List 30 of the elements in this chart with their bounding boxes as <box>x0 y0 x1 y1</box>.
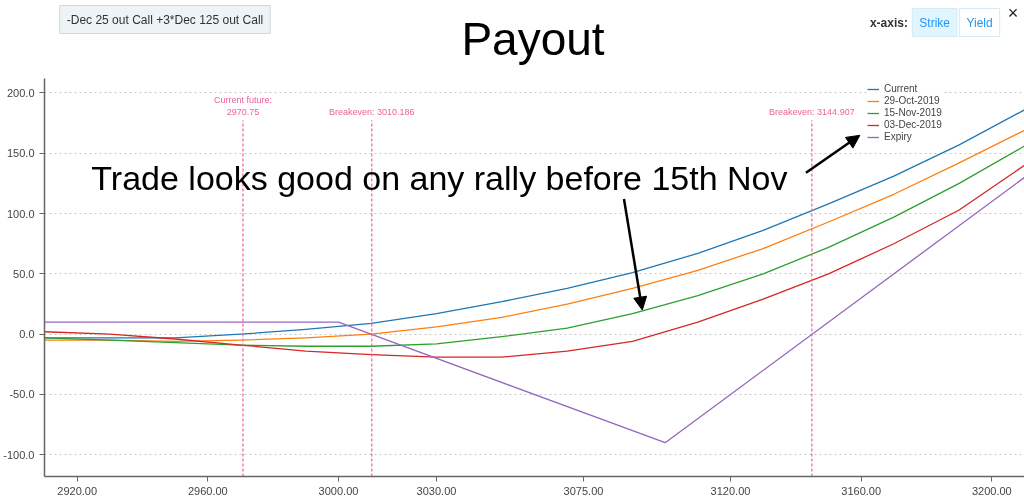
y-tick-label: 0.0 <box>19 328 35 341</box>
ref-line-label: Breakeven: 3144.907 <box>769 107 855 118</box>
y-tick-label: -100.0 <box>3 448 35 461</box>
text: Strike <box>919 15 951 30</box>
y-tick-label: 100.0 <box>6 207 35 220</box>
x-tick-label: 3200.00 <box>971 484 1012 497</box>
annotation: Trade looks good on any rally before 15th Nov <box>91 158 788 197</box>
y-tick-label: 150.0 <box>6 147 35 160</box>
ref-line-label: Breakeven: 3010.186 <box>328 107 415 118</box>
y-tick-label: -50.0 <box>9 388 35 401</box>
y-tick-label: 50.0 <box>13 267 35 280</box>
x-tick-label: 2920.00 <box>57 484 98 497</box>
legend-label: Expiry <box>884 131 912 142</box>
x-tick-label: 3075.00 <box>563 484 604 497</box>
legend-label: 15-Nov-2019 <box>884 107 942 118</box>
chart-title: Payout <box>461 12 605 65</box>
x-tick-label: 3120.00 <box>710 484 751 497</box>
y-tick-label: 200.0 <box>6 86 35 99</box>
x-tick-label: 3160.00 <box>841 484 882 497</box>
legend-label: 29-Oct-2019 <box>884 95 940 106</box>
text: × <box>1007 2 1019 23</box>
x-tick-label: 3000.00 <box>318 484 359 497</box>
text: Yield <box>966 15 993 30</box>
legend-label: Current <box>884 83 918 94</box>
legend-label: 03-Dec-2019 <box>884 119 942 130</box>
x-tick-label: 2960.00 <box>187 484 228 497</box>
ref-line-label: Current future: 2970.75 <box>213 95 272 118</box>
x-tick-label: 3030.00 <box>416 484 457 497</box>
text: x-axis: <box>869 15 908 30</box>
text: -Dec 25 out Call +3*Dec 125 out Call <box>66 12 264 27</box>
